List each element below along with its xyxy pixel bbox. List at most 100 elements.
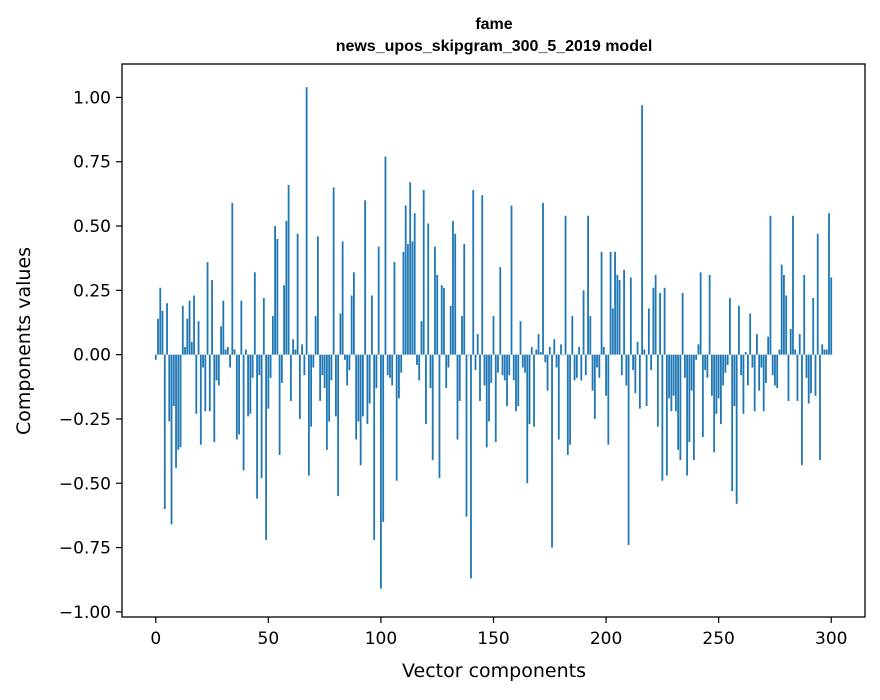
bar <box>310 354 313 427</box>
bar <box>337 354 340 497</box>
bar <box>699 272 702 355</box>
x-axis-ticks: 0 50 100 150 200 250 300 <box>150 617 847 649</box>
bar <box>366 354 369 425</box>
bar <box>242 354 245 471</box>
bar <box>521 354 524 368</box>
bar <box>744 352 747 355</box>
y-tick-label: 0.00 <box>73 346 111 366</box>
bar <box>440 285 443 355</box>
bar <box>546 354 549 391</box>
bar <box>289 354 292 401</box>
bar <box>654 274 657 355</box>
bar <box>683 354 686 378</box>
bar <box>830 277 833 355</box>
bar <box>312 354 315 368</box>
bar <box>348 354 351 371</box>
bar <box>204 354 207 412</box>
bar <box>715 354 718 414</box>
y-tick-label: 0.25 <box>73 281 111 301</box>
bar <box>650 354 653 371</box>
bar <box>222 300 225 355</box>
bar <box>389 354 391 378</box>
bar <box>409 182 412 355</box>
bar <box>591 354 594 391</box>
bar <box>607 354 610 445</box>
bar <box>307 354 310 476</box>
bar <box>783 274 785 355</box>
bar <box>634 354 637 394</box>
bar <box>492 316 495 355</box>
bar <box>623 269 625 355</box>
bar <box>488 354 490 422</box>
y-axis-ticks: −1.00 −0.75 −0.50 −0.25 0.00 0.25 0.50 0.75 1.00 <box>59 88 122 623</box>
bar <box>688 354 691 443</box>
bar <box>564 215 567 355</box>
bar <box>819 354 821 461</box>
bar <box>280 354 283 383</box>
bar <box>539 352 542 355</box>
bar <box>483 354 486 386</box>
bar <box>341 241 344 355</box>
bar <box>481 195 484 355</box>
bar <box>359 354 362 466</box>
chart-title-line1: fame <box>475 16 512 33</box>
chart-title-line2: news_upos_skipgram_300_5_2019 model <box>336 38 653 55</box>
bar <box>436 274 439 355</box>
bar <box>202 354 204 368</box>
bar <box>472 190 475 355</box>
bar <box>395 354 398 481</box>
bar <box>179 354 182 448</box>
x-tick-label: 300 <box>815 629 847 649</box>
bar <box>582 290 585 355</box>
bar <box>542 202 544 355</box>
bar <box>573 354 576 381</box>
bar <box>283 285 286 355</box>
bar <box>226 346 229 355</box>
bar <box>375 354 378 389</box>
bar <box>355 354 358 440</box>
bar <box>537 334 540 355</box>
bar <box>508 354 511 376</box>
bar <box>677 354 680 450</box>
bar <box>425 354 427 425</box>
bar <box>638 354 641 409</box>
bar <box>190 341 193 355</box>
bar <box>470 354 472 579</box>
bar <box>235 354 238 440</box>
x-tick-label: 0 <box>150 629 161 649</box>
bar <box>416 354 418 365</box>
bar <box>303 354 306 376</box>
bar <box>181 305 184 355</box>
bar <box>569 354 571 445</box>
x-tick-label: 250 <box>702 629 734 649</box>
bar <box>427 223 430 355</box>
bar <box>636 341 639 355</box>
bar <box>645 354 648 407</box>
bar <box>596 354 598 368</box>
bar <box>810 354 812 394</box>
bar <box>278 354 281 455</box>
bar <box>692 354 695 461</box>
bar <box>454 233 457 355</box>
bar <box>422 190 425 355</box>
bar <box>548 346 551 355</box>
bar <box>323 354 326 389</box>
bar <box>287 184 290 355</box>
bar <box>641 105 643 355</box>
bar <box>598 354 601 378</box>
bar <box>274 226 276 355</box>
bars-group <box>154 87 833 589</box>
bar <box>519 321 522 355</box>
bar <box>742 354 745 414</box>
bar <box>260 354 263 479</box>
y-tick-label: −0.75 <box>59 539 111 559</box>
bar <box>188 300 191 355</box>
bar <box>157 318 159 355</box>
bar <box>738 305 740 355</box>
bar <box>296 233 299 355</box>
bar <box>627 354 630 545</box>
bar <box>681 292 684 355</box>
bar <box>803 274 806 355</box>
bar <box>753 354 756 412</box>
bar <box>661 354 664 481</box>
